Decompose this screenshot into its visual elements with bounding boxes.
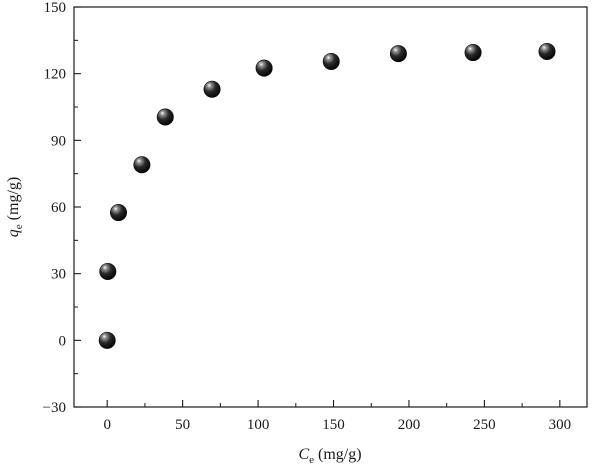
y-tick-label-2: 30 xyxy=(51,267,66,283)
x-axis-ticks xyxy=(106,400,561,407)
x-tick-label-1: 50 xyxy=(175,417,190,433)
y-axis-tick-labels: −30 0 30 60 90 120 150 xyxy=(43,0,66,416)
x-axis-tick-labels: 0 50 100 150 200 250 300 xyxy=(103,417,571,433)
data-point-0 xyxy=(98,331,116,349)
y-tick-label-6: 150 xyxy=(44,0,67,16)
y-tick-label-3: 60 xyxy=(51,200,66,216)
data-point-2 xyxy=(110,204,128,222)
x-tick-label-5: 250 xyxy=(473,417,496,433)
x-tick-label-4: 200 xyxy=(398,417,421,433)
data-point-5 xyxy=(203,80,221,98)
data-point-6 xyxy=(255,59,273,77)
y-axis-ticks xyxy=(74,6,81,408)
y-tick-label-4: 90 xyxy=(51,133,66,149)
data-point-7 xyxy=(322,52,340,70)
x-axis-title: Ce (mg/g) xyxy=(298,446,361,466)
data-point-4 xyxy=(156,108,174,126)
x-tick-label-6: 300 xyxy=(549,417,572,433)
data-point-9 xyxy=(464,44,482,62)
y-tick-label-1: 0 xyxy=(59,333,67,349)
x-tick-label-0: 0 xyxy=(103,417,111,433)
data-point-10 xyxy=(538,42,556,60)
data-point-1 xyxy=(99,262,117,280)
x-tick-label-3: 150 xyxy=(322,417,345,433)
x-tick-label-2: 100 xyxy=(247,417,270,433)
y-tick-label-5: 120 xyxy=(44,67,67,83)
y-axis-title: qe (mg/g) xyxy=(5,177,25,237)
data-points xyxy=(98,42,556,349)
y-tick-label-0: −30 xyxy=(43,400,66,416)
data-point-3 xyxy=(133,156,151,174)
data-point-8 xyxy=(389,45,407,63)
